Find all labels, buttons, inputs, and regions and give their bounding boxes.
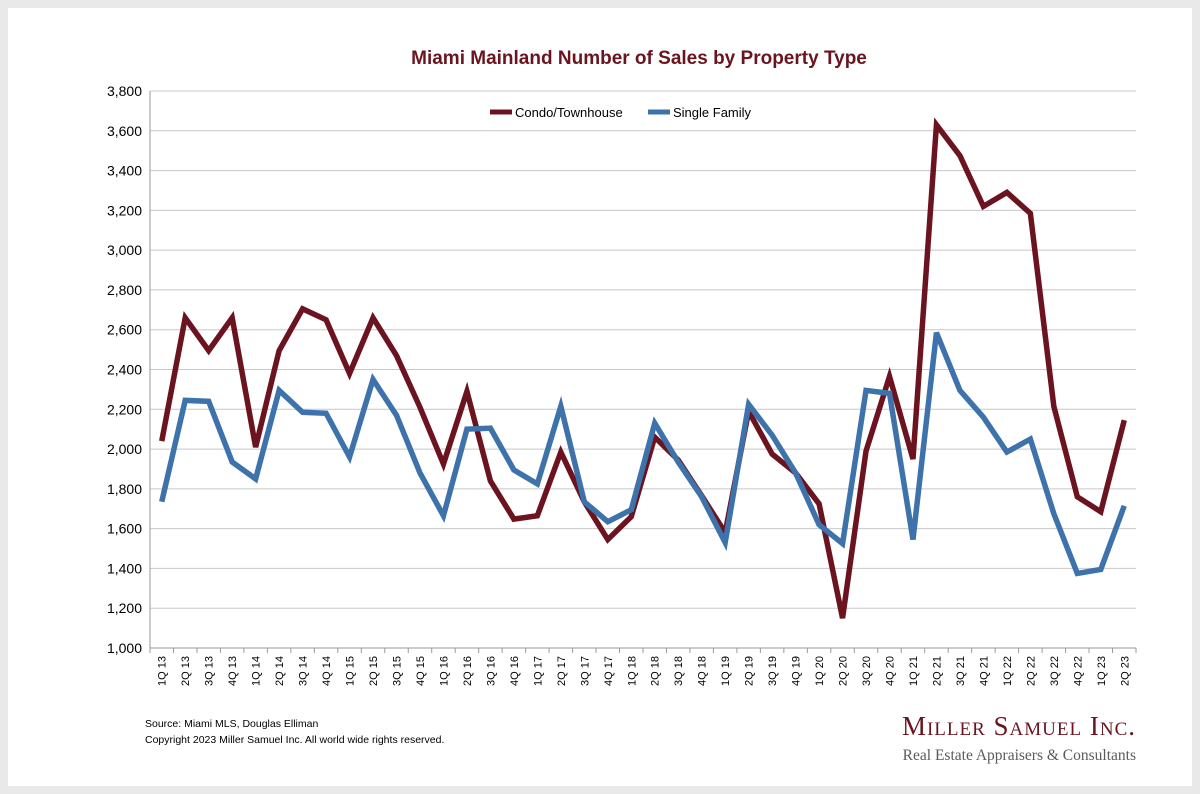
- x-tick-label: 1Q 22: [1002, 656, 1014, 686]
- x-tick-label: 2Q 15: [368, 656, 380, 686]
- x-tick-label: 3Q 21: [955, 656, 967, 686]
- series-line-single-family: [159, 331, 1127, 577]
- x-tick-label: 1Q 18: [626, 656, 638, 686]
- x-tick-label: 1Q 13: [157, 656, 169, 686]
- axes: [149, 91, 1137, 653]
- x-tick-label: 1Q 17: [532, 656, 544, 686]
- x-tick-label: 4Q 21: [978, 656, 990, 686]
- x-tick-label: 1Q 15: [345, 656, 357, 686]
- x-tick-label: 3Q 19: [767, 656, 779, 686]
- y-tick-label: 1,000: [107, 640, 142, 656]
- y-axis-tick-labels: 1,000 1,200 1,400 1,600 1,800 2,000 2,200 2,400…: [107, 83, 142, 656]
- x-tick-label: 1Q 21: [908, 656, 920, 686]
- x-tick-label: 3Q 18: [673, 656, 685, 686]
- gridlines: [150, 90, 1136, 609]
- x-tick-label: 4Q 17: [603, 656, 615, 686]
- x-tick-label: 2Q 19: [744, 656, 756, 686]
- x-tick-label: 1Q 19: [720, 656, 732, 686]
- x-tick-label: 2Q 16: [462, 656, 474, 686]
- chart-title: Miami Mainland Number of Sales by Proper…: [411, 48, 867, 69]
- series-lines: [159, 117, 1127, 619]
- x-tick-label: 2Q 14: [274, 656, 286, 686]
- y-tick-label: 2,600: [107, 322, 142, 338]
- y-tick-label: 2,400: [107, 362, 142, 378]
- y-tick-label: 1,200: [107, 600, 142, 616]
- y-tick-label: 1,600: [107, 521, 142, 537]
- chart-card: Miami Mainland Number of Sales by Proper…: [8, 8, 1192, 786]
- x-tick-label: 2Q 23: [1119, 656, 1131, 686]
- brand-logo-tagline: Real Estate Appraisers & Consultants: [903, 747, 1136, 764]
- x-tick-label: 3Q 17: [579, 656, 591, 686]
- x-tick-label: 3Q 16: [485, 656, 497, 686]
- x-tick-label: 4Q 16: [509, 656, 521, 686]
- x-tick-label: 2Q 22: [1025, 656, 1037, 686]
- x-tick-label: 1Q 23: [1096, 656, 1108, 686]
- x-tick-label: 3Q 13: [204, 656, 216, 686]
- y-tick-label: 3,800: [107, 83, 142, 99]
- x-tick-label: 2Q 20: [838, 656, 850, 686]
- legend: Condo/Townhouse Single Family: [490, 105, 752, 120]
- y-tick-label: 1,800: [107, 481, 142, 497]
- x-axis-tick-labels: 1Q 13 2Q 13 3Q 13 4Q 13 1Q 14 2Q 14 3Q 14 4Q 14…: [157, 656, 1132, 686]
- x-tick-label: 3Q 22: [1049, 656, 1061, 686]
- brand-logo-name: Miller Samuel Inc.: [902, 711, 1136, 741]
- legend-label-single-family: Single Family: [673, 105, 752, 120]
- x-tick-label: 2Q 21: [931, 656, 943, 686]
- x-tick-label: 4Q 20: [885, 656, 897, 686]
- x-tick-label: 2Q 13: [180, 656, 192, 686]
- x-tick-label: 4Q 18: [697, 656, 709, 686]
- x-tick-label: 4Q 13: [227, 656, 239, 686]
- y-tick-label: 3,000: [107, 242, 142, 258]
- x-tick-label: 2Q 18: [650, 656, 662, 686]
- y-tick-label: 2,200: [107, 401, 142, 417]
- chart: Miami Mainland Number of Sales by Proper…: [107, 48, 1137, 764]
- x-tick-label: 4Q 15: [415, 656, 427, 686]
- x-tick-label: 1Q 14: [251, 656, 263, 686]
- x-tick-label: 1Q 20: [814, 656, 826, 686]
- y-tick-label: 3,200: [107, 202, 142, 218]
- legend-label-condo-townhouse: Condo/Townhouse: [515, 105, 623, 120]
- y-tick-label: 2,800: [107, 282, 142, 298]
- y-tick-label: 2,000: [107, 441, 142, 457]
- series-line-condo-townhouse: [159, 117, 1127, 619]
- x-tick-label: 3Q 14: [298, 656, 310, 686]
- x-tick-label: 2Q 17: [556, 656, 568, 686]
- y-tick-label: 1,400: [107, 560, 142, 576]
- source-note: Source: Miami MLS, Douglas Elliman: [145, 718, 318, 730]
- x-tick-label: 1Q 16: [438, 656, 450, 686]
- copyright-note: Copyright 2023 Miller Samuel Inc. All wo…: [145, 734, 444, 746]
- y-tick-label: 3,400: [107, 163, 142, 179]
- x-tick-label: 4Q 22: [1072, 656, 1084, 686]
- y-tick-label: 3,600: [107, 123, 142, 139]
- x-tick-label: 3Q 20: [861, 656, 873, 686]
- x-tick-label: 4Q 14: [321, 656, 333, 686]
- x-tick-label: 4Q 19: [791, 656, 803, 686]
- x-tick-label: 3Q 15: [392, 656, 404, 686]
